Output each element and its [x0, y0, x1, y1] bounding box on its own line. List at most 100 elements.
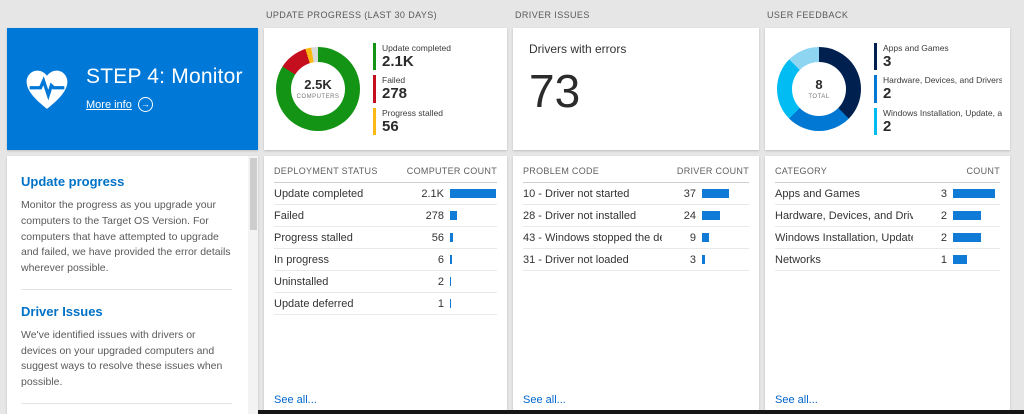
- descriptions-card: Update progress Monitor the progress as y…: [7, 156, 258, 414]
- table-row[interactable]: Uninstalled 2: [274, 271, 497, 293]
- legend-item: Windows Installation, Update, and...2: [874, 107, 1002, 135]
- section-heading[interactable]: Driver Issues: [21, 303, 103, 319]
- table-row[interactable]: Apps and Games 3: [775, 183, 1000, 205]
- legend-label: Apps and Games: [883, 43, 949, 54]
- see-all-link[interactable]: See all...: [523, 394, 566, 406]
- value-bar: [953, 189, 995, 198]
- update-progress-donut-chart: 2.5K COMPUTERS: [276, 47, 360, 131]
- row-value: 37: [683, 187, 696, 200]
- section-heading[interactable]: Update progress: [21, 174, 125, 189]
- row-label: 43 - Windows stopped the devi...: [523, 231, 662, 244]
- table-row[interactable]: Failed 278: [274, 205, 497, 227]
- scrollbar[interactable]: [248, 156, 258, 414]
- legend-text: Hardware, Devices, and Drivers 2: [883, 75, 1002, 102]
- row-value: 2: [437, 275, 444, 288]
- value-bar: [450, 211, 457, 220]
- panel-header-driver-issues: DRIVER ISSUES: [515, 10, 590, 20]
- table-row[interactable]: Hardware, Devices, and Drivers 2: [775, 205, 1000, 227]
- legend-text: Windows Installation, Update, and...2: [883, 108, 1002, 135]
- row-value: 9: [689, 231, 696, 244]
- row-bar-box: [450, 299, 497, 308]
- legend-swatch: [874, 75, 877, 103]
- row-bar-box: [450, 189, 497, 198]
- table-row[interactable]: In progress 6: [274, 249, 497, 271]
- table-header-row: CATEGORY COUNT: [775, 156, 1000, 183]
- window-edge: [258, 410, 1024, 414]
- legend-swatch: [373, 75, 376, 103]
- heartbeat-icon: [26, 70, 68, 109]
- table-row[interactable]: Windows Installation, Update,... 2: [775, 227, 1000, 249]
- update-progress-table-card: DEPLOYMENT STATUS COMPUTER COUNT Update …: [264, 156, 507, 414]
- see-all-link[interactable]: See all...: [775, 394, 818, 406]
- row-value: 1: [437, 297, 444, 310]
- table-row[interactable]: Update deferred 1: [274, 293, 497, 315]
- legend-value: 278: [382, 85, 408, 103]
- row-bar-box: [702, 233, 749, 242]
- column-header: DRIVER COUNT: [676, 166, 749, 176]
- row-value: 24: [683, 209, 696, 222]
- more-info-link[interactable]: More info →: [86, 97, 153, 113]
- info-section: FeedbackReview the feedback submitted by…: [21, 402, 232, 414]
- table-row[interactable]: 28 - Driver not installed 24: [523, 205, 749, 227]
- row-bar-box: [702, 189, 749, 198]
- row-label: 10 - Driver not started: [523, 187, 630, 200]
- value-bar: [953, 211, 981, 220]
- column-header: COUNT: [966, 166, 1000, 176]
- legend-label: Windows Installation, Update, and...: [883, 107, 1002, 118]
- user-feedback-donut-chart: 8 TOTAL: [777, 47, 861, 131]
- legend-label: Hardware, Devices, and Drivers: [883, 75, 1002, 86]
- value-bar: [450, 255, 452, 264]
- legend-value: 2.1K: [382, 53, 414, 71]
- value-bar: [702, 255, 705, 264]
- table-header-row: PROBLEM CODE DRIVER COUNT: [523, 156, 749, 183]
- legend-text: Failed 278: [382, 75, 407, 102]
- legend-text: Progress stalled 56: [382, 108, 443, 135]
- donut-center-value: 2.5K: [304, 77, 332, 93]
- table-row[interactable]: Networks 1: [775, 249, 1000, 271]
- driver-issues-table-card: PROBLEM CODE DRIVER COUNT 10 - Driver no…: [513, 156, 759, 414]
- step-title: STEP 4: Monitor: [86, 65, 243, 89]
- value-bar: [953, 233, 981, 242]
- row-label: Failed: [274, 209, 304, 222]
- row-bar-box: [953, 211, 1000, 220]
- panel-header-update-progress: UPDATE PROGRESS (LAST 30 DAYS): [266, 10, 438, 20]
- row-bar-box: [450, 255, 497, 264]
- legend-value: 2: [883, 117, 892, 135]
- scrollbar-thumb[interactable]: [249, 158, 257, 230]
- row-value: 2: [940, 209, 947, 222]
- drivers-with-errors-tile[interactable]: Drivers with errors 73: [513, 28, 759, 150]
- table-row[interactable]: 10 - Driver not started 37: [523, 183, 749, 205]
- big-number-label: Drivers with errors: [529, 42, 627, 56]
- user-feedback-donut-tile[interactable]: 8 TOTAL Apps and Games 3 Hardware, Devices…: [765, 28, 1010, 150]
- more-info-label: More info: [86, 98, 132, 111]
- row-label: Progress stalled: [274, 231, 353, 244]
- value-bar: [702, 211, 720, 220]
- legend-label: Failed: [382, 75, 406, 86]
- value-bar: [702, 189, 729, 198]
- see-all-link[interactable]: See all...: [274, 394, 317, 406]
- update-progress-donut-tile[interactable]: 2.5K COMPUTERS Update completed 2.1K Faile…: [264, 28, 507, 150]
- row-value: 3: [940, 187, 947, 200]
- legend-value: 2: [883, 85, 892, 103]
- table-row[interactable]: 31 - Driver not loaded 3: [523, 249, 749, 271]
- row-label: 31 - Driver not loaded: [523, 253, 629, 266]
- row-label: Update deferred: [274, 297, 354, 310]
- legend-label: Progress stalled: [382, 107, 443, 118]
- description-sections: Update progress Monitor the progress as y…: [21, 160, 232, 414]
- legend-item: Apps and Games 3: [874, 43, 1002, 71]
- tile-text-block: STEP 4: Monitor More info →: [86, 65, 243, 113]
- row-value: 56: [431, 231, 444, 244]
- section-body: Monitor the progress as you upgrade your…: [21, 199, 231, 274]
- legend-value: 3: [883, 53, 892, 71]
- legend-swatch: [373, 43, 376, 71]
- table-row[interactable]: 43 - Windows stopped the devi... 9: [523, 227, 749, 249]
- legend-item: Progress stalled 56: [373, 107, 499, 135]
- table-row[interactable]: Update completed 2.1K: [274, 183, 497, 205]
- header-spacer: [7, 0, 258, 28]
- step4-monitor-tile[interactable]: STEP 4: Monitor More info →: [7, 28, 258, 150]
- panel-user-feedback: USER FEEDBACK 8 TOTAL Apps and Games 3 Har…: [765, 0, 1010, 414]
- row-bar-box: [953, 189, 1000, 198]
- table-row[interactable]: Progress stalled 56: [274, 227, 497, 249]
- row-label: Uninstalled: [274, 275, 329, 288]
